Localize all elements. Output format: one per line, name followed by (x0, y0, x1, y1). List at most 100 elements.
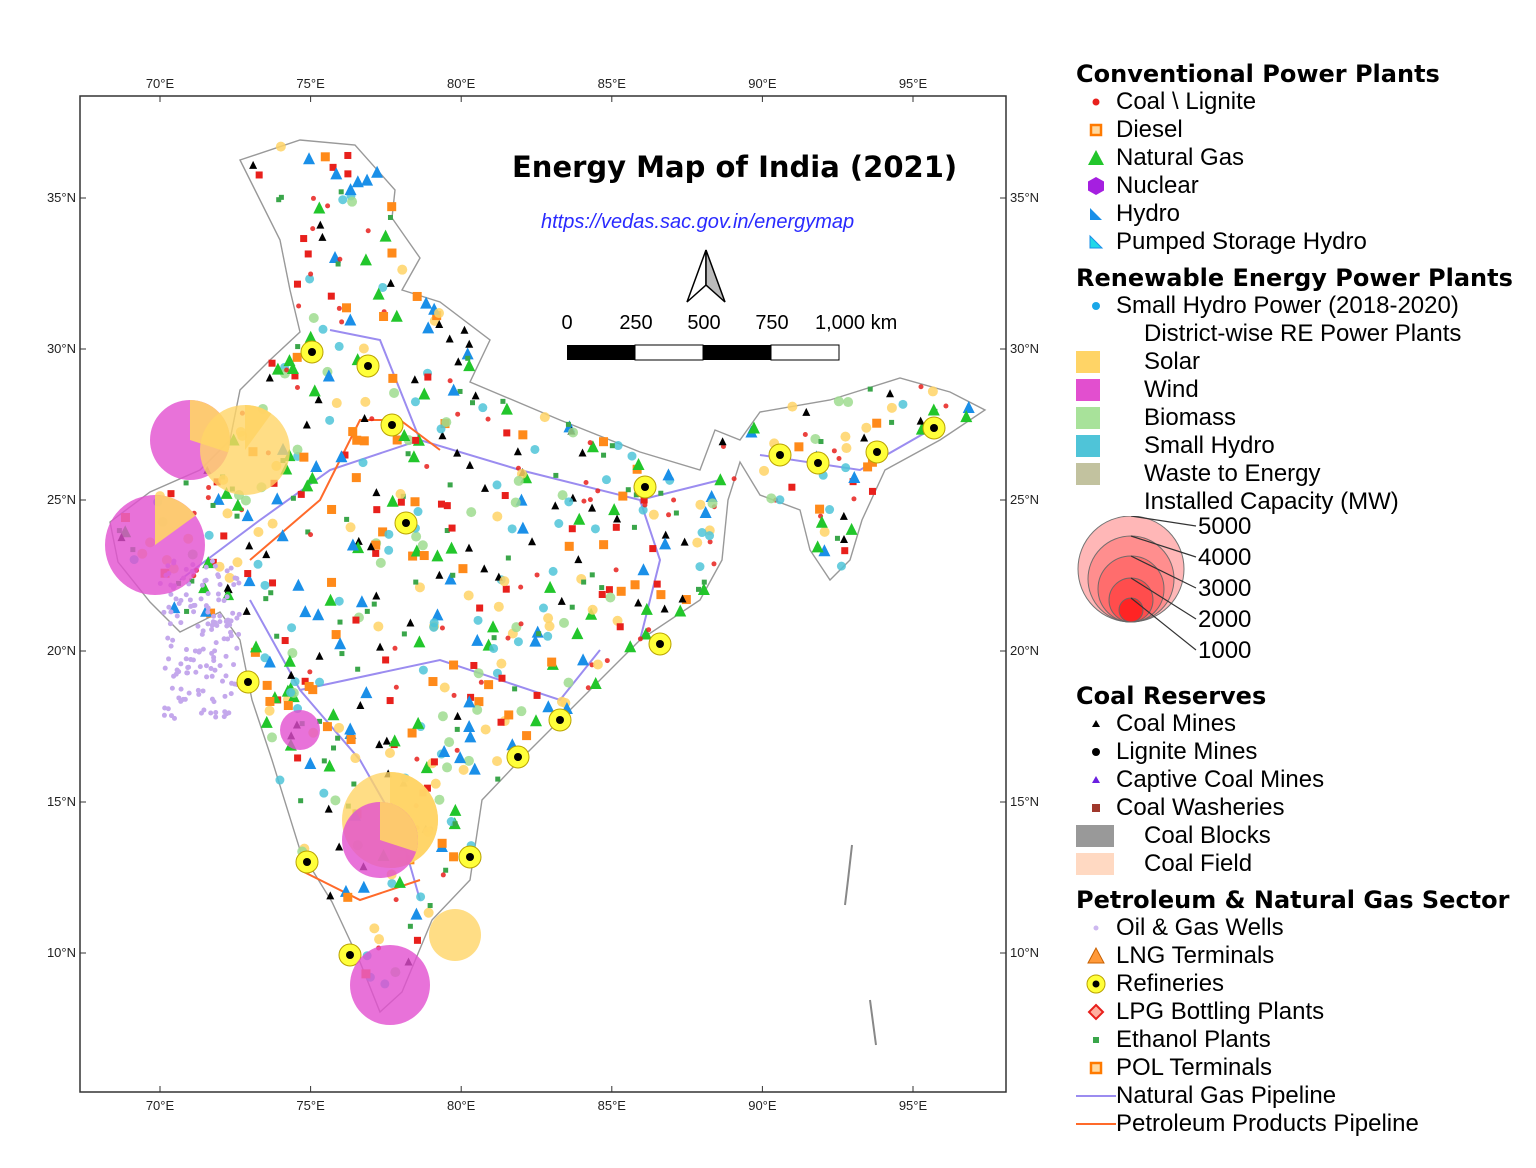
lat-tick-label: 30°N (1010, 341, 1039, 356)
cyan-flag-icon (1076, 232, 1116, 252)
legend-label: Coal \ Lignite (1116, 88, 1257, 115)
map-marker (264, 705, 275, 716)
map-marker (267, 518, 278, 529)
source-url[interactable]: https://vedas.sac.gov.in/energymap (541, 211, 855, 233)
map-marker (301, 677, 309, 685)
map-marker (331, 630, 341, 640)
map-marker (834, 535, 840, 541)
map-marker (410, 497, 420, 507)
map-marker (445, 541, 458, 554)
map-marker (356, 700, 365, 709)
legend-item: Natural Gas (1076, 144, 1526, 172)
legend-label: Small Hydro (1144, 432, 1275, 459)
north-arrow-icon (686, 249, 726, 303)
map-marker (307, 669, 313, 675)
map-marker (413, 579, 419, 585)
map-marker (497, 718, 505, 726)
map-marker (564, 497, 574, 507)
map-marker (379, 311, 389, 321)
oil-gas-well-marker (212, 563, 218, 569)
map-marker (587, 604, 598, 615)
map-marker (293, 280, 301, 288)
map-marker (382, 656, 390, 664)
map-marker (401, 631, 407, 637)
map-marker (410, 375, 419, 384)
map-marker (412, 716, 425, 729)
map-marker (510, 497, 521, 508)
map-marker (841, 463, 851, 473)
refinery-marker-center (303, 858, 311, 866)
map-marker (848, 471, 861, 484)
legend-label: LPG Bottling Plants (1116, 998, 1325, 1025)
map-marker (569, 604, 575, 610)
map-marker (351, 175, 364, 188)
map-marker (306, 471, 319, 484)
lat-tick-label: 35°N (47, 190, 76, 205)
map-marker (343, 892, 353, 902)
re-pie-slice (380, 802, 419, 852)
oil-gas-well-marker (223, 653, 229, 659)
oil-gas-well-marker (209, 673, 215, 679)
oil-gas-well-marker (178, 597, 184, 603)
map-marker (361, 173, 374, 186)
map-marker (327, 504, 337, 514)
map-marker (334, 722, 345, 733)
map-marker (898, 399, 908, 409)
legend-item: LPG Bottling Plants (1076, 998, 1526, 1026)
oil-gas-well-marker (222, 693, 228, 699)
map-marker (316, 220, 325, 229)
lilac-dot-icon (1076, 918, 1116, 938)
map-marker (292, 444, 303, 455)
map-marker (392, 435, 402, 445)
map-marker (448, 524, 456, 532)
map-marker (310, 195, 316, 201)
scale-label: 0 (561, 312, 572, 334)
map-marker (189, 578, 195, 584)
map-marker (413, 635, 426, 648)
oil-gas-well-marker (192, 648, 198, 654)
legend-item: Captive Coal Mines (1076, 766, 1526, 794)
map-marker (516, 706, 527, 717)
oil-gas-well-marker (210, 619, 216, 625)
map-marker (266, 732, 277, 743)
map-marker (260, 715, 273, 728)
legend-item: Diesel (1076, 116, 1526, 144)
lat-tick-label: 30°N (47, 341, 76, 356)
map-marker (640, 602, 653, 615)
map-marker (416, 892, 426, 902)
map-marker (642, 502, 648, 508)
map-marker (346, 538, 359, 551)
oil-gas-well-marker (205, 621, 211, 627)
map-marker (815, 515, 828, 528)
map-marker (295, 344, 301, 350)
map-marker (802, 432, 808, 438)
map-marker (360, 396, 371, 407)
lon-tick-label: 90°E (748, 76, 777, 91)
map-marker (360, 686, 373, 699)
map-marker (502, 585, 510, 593)
map-marker (330, 167, 343, 180)
map-marker (371, 540, 381, 550)
map-marker (551, 501, 560, 510)
map-marker (357, 880, 370, 893)
map-marker (487, 620, 500, 633)
re-pie-slice (155, 495, 196, 545)
map-marker (454, 357, 463, 366)
legend-label: Oil & Gas Wells (1116, 914, 1284, 941)
oil-gas-well-marker (209, 626, 215, 632)
map-marker (863, 462, 873, 472)
map-marker (695, 499, 706, 510)
map-marker (322, 722, 332, 732)
scale-bar: 0 250 500 750 1,000 km (561, 312, 897, 361)
map-marker (286, 361, 299, 374)
map-marker (536, 631, 542, 637)
oil-gas-well-marker (193, 669, 199, 675)
map-marker (699, 506, 712, 519)
map-marker (224, 572, 235, 583)
refinery-marker-center (244, 678, 252, 686)
map-marker (435, 570, 444, 579)
blue-flag-icon (1076, 204, 1116, 224)
map-marker (269, 579, 277, 587)
map-marker (640, 496, 648, 504)
re-pie-chart (350, 945, 430, 1025)
